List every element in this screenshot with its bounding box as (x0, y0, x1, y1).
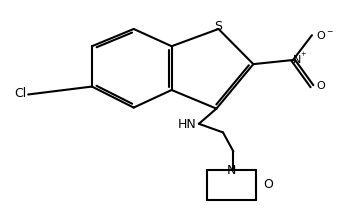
Text: HN: HN (177, 118, 196, 131)
Text: O: O (316, 81, 325, 91)
Text: N: N (293, 55, 301, 65)
Text: O$^-$: O$^-$ (316, 29, 334, 41)
Text: N: N (227, 164, 236, 177)
Text: $^+$: $^+$ (299, 51, 307, 61)
Text: S: S (215, 20, 222, 33)
Text: Cl: Cl (14, 87, 26, 100)
Text: O: O (263, 178, 273, 191)
